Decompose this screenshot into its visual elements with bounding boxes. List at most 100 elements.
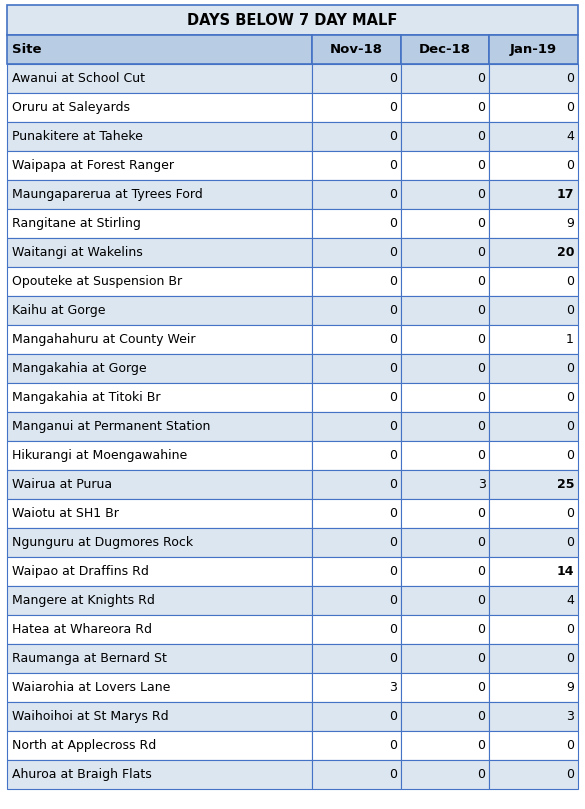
Text: Dec-18: Dec-18 xyxy=(419,43,472,56)
Bar xyxy=(7,673,312,702)
Bar xyxy=(312,412,401,441)
Bar xyxy=(312,383,401,412)
Text: 0: 0 xyxy=(389,188,397,201)
Text: 0: 0 xyxy=(566,768,574,781)
Text: Waihoihoi at St Marys Rd: Waihoihoi at St Marys Rd xyxy=(12,710,168,723)
Bar xyxy=(401,412,490,441)
Text: 0: 0 xyxy=(389,420,397,433)
Bar xyxy=(490,296,578,325)
Text: 0: 0 xyxy=(389,739,397,752)
Text: 0: 0 xyxy=(566,304,574,317)
Bar xyxy=(312,238,401,267)
Text: Site: Site xyxy=(12,43,42,56)
Bar xyxy=(490,470,578,499)
Bar xyxy=(490,209,578,238)
Bar xyxy=(7,35,312,64)
Text: Waipao at Draffins Rd: Waipao at Draffins Rd xyxy=(12,565,149,578)
Text: 0: 0 xyxy=(477,739,486,752)
Text: Rangitane at Stirling: Rangitane at Stirling xyxy=(12,217,141,230)
Bar xyxy=(490,441,578,470)
Bar xyxy=(7,354,312,383)
Text: 0: 0 xyxy=(477,333,486,346)
Text: Waitangi at Wakelins: Waitangi at Wakelins xyxy=(12,246,143,259)
Bar xyxy=(490,238,578,267)
Text: 0: 0 xyxy=(477,710,486,723)
Bar xyxy=(401,35,490,64)
Bar xyxy=(7,528,312,557)
Text: Mangakahia at Gorge: Mangakahia at Gorge xyxy=(12,362,147,375)
Bar xyxy=(490,499,578,528)
Text: 0: 0 xyxy=(477,304,486,317)
Text: Hatea at Whareora Rd: Hatea at Whareora Rd xyxy=(12,623,152,636)
Text: North at Applecross Rd: North at Applecross Rd xyxy=(12,739,156,752)
Bar xyxy=(312,209,401,238)
Text: 0: 0 xyxy=(566,362,574,375)
Text: Manganui at Permanent Station: Manganui at Permanent Station xyxy=(12,420,211,433)
Text: 1: 1 xyxy=(566,333,574,346)
Text: 0: 0 xyxy=(389,333,397,346)
Bar xyxy=(490,64,578,93)
Text: 4: 4 xyxy=(566,594,574,607)
Bar xyxy=(312,528,401,557)
Text: 0: 0 xyxy=(566,652,574,665)
Bar xyxy=(401,238,490,267)
Text: 0: 0 xyxy=(389,159,397,172)
Text: 0: 0 xyxy=(389,768,397,781)
Bar xyxy=(490,673,578,702)
Bar xyxy=(490,586,578,615)
Text: 0: 0 xyxy=(566,159,574,172)
Bar xyxy=(7,441,312,470)
Bar xyxy=(401,760,490,789)
Bar xyxy=(312,296,401,325)
Text: 4: 4 xyxy=(566,130,574,143)
Bar xyxy=(490,644,578,673)
Text: DAYS BELOW 7 DAY MALF: DAYS BELOW 7 DAY MALF xyxy=(187,12,398,28)
Text: 0: 0 xyxy=(477,159,486,172)
Text: 0: 0 xyxy=(477,275,486,288)
Bar xyxy=(312,180,401,209)
Bar xyxy=(7,499,312,528)
Bar xyxy=(7,644,312,673)
Text: 0: 0 xyxy=(389,391,397,404)
Bar xyxy=(312,557,401,586)
Bar xyxy=(7,383,312,412)
Bar xyxy=(312,325,401,354)
Text: Waipapa at Forest Ranger: Waipapa at Forest Ranger xyxy=(12,159,174,172)
Text: 0: 0 xyxy=(389,101,397,114)
Bar xyxy=(312,760,401,789)
Text: Jan-19: Jan-19 xyxy=(510,43,558,56)
Text: 0: 0 xyxy=(566,420,574,433)
Bar xyxy=(401,296,490,325)
Text: 0: 0 xyxy=(566,739,574,752)
Text: Waiotu at SH1 Br: Waiotu at SH1 Br xyxy=(12,507,119,520)
Bar xyxy=(7,470,312,499)
Text: Wairua at Purua: Wairua at Purua xyxy=(12,478,112,491)
Text: 0: 0 xyxy=(477,72,486,85)
Bar xyxy=(490,702,578,731)
Bar xyxy=(401,673,490,702)
Bar xyxy=(490,354,578,383)
Text: 0: 0 xyxy=(477,188,486,201)
Bar xyxy=(401,470,490,499)
Bar xyxy=(401,354,490,383)
Text: Nov-18: Nov-18 xyxy=(331,43,383,56)
Bar xyxy=(401,64,490,93)
Text: Mangere at Knights Rd: Mangere at Knights Rd xyxy=(12,594,155,607)
Text: 0: 0 xyxy=(389,623,397,636)
Bar xyxy=(312,644,401,673)
Text: Opouteke at Suspension Br: Opouteke at Suspension Br xyxy=(12,275,182,288)
Bar xyxy=(490,528,578,557)
Bar xyxy=(401,209,490,238)
Bar xyxy=(401,644,490,673)
Text: 25: 25 xyxy=(556,478,574,491)
Text: Mangakahia at Titoki Br: Mangakahia at Titoki Br xyxy=(12,391,160,404)
Text: 0: 0 xyxy=(477,507,486,520)
Bar xyxy=(312,93,401,122)
Bar xyxy=(490,267,578,296)
Bar xyxy=(7,151,312,180)
Text: 0: 0 xyxy=(389,362,397,375)
Text: 0: 0 xyxy=(477,420,486,433)
Text: 0: 0 xyxy=(477,449,486,462)
Bar xyxy=(312,122,401,151)
Text: 0: 0 xyxy=(389,304,397,317)
